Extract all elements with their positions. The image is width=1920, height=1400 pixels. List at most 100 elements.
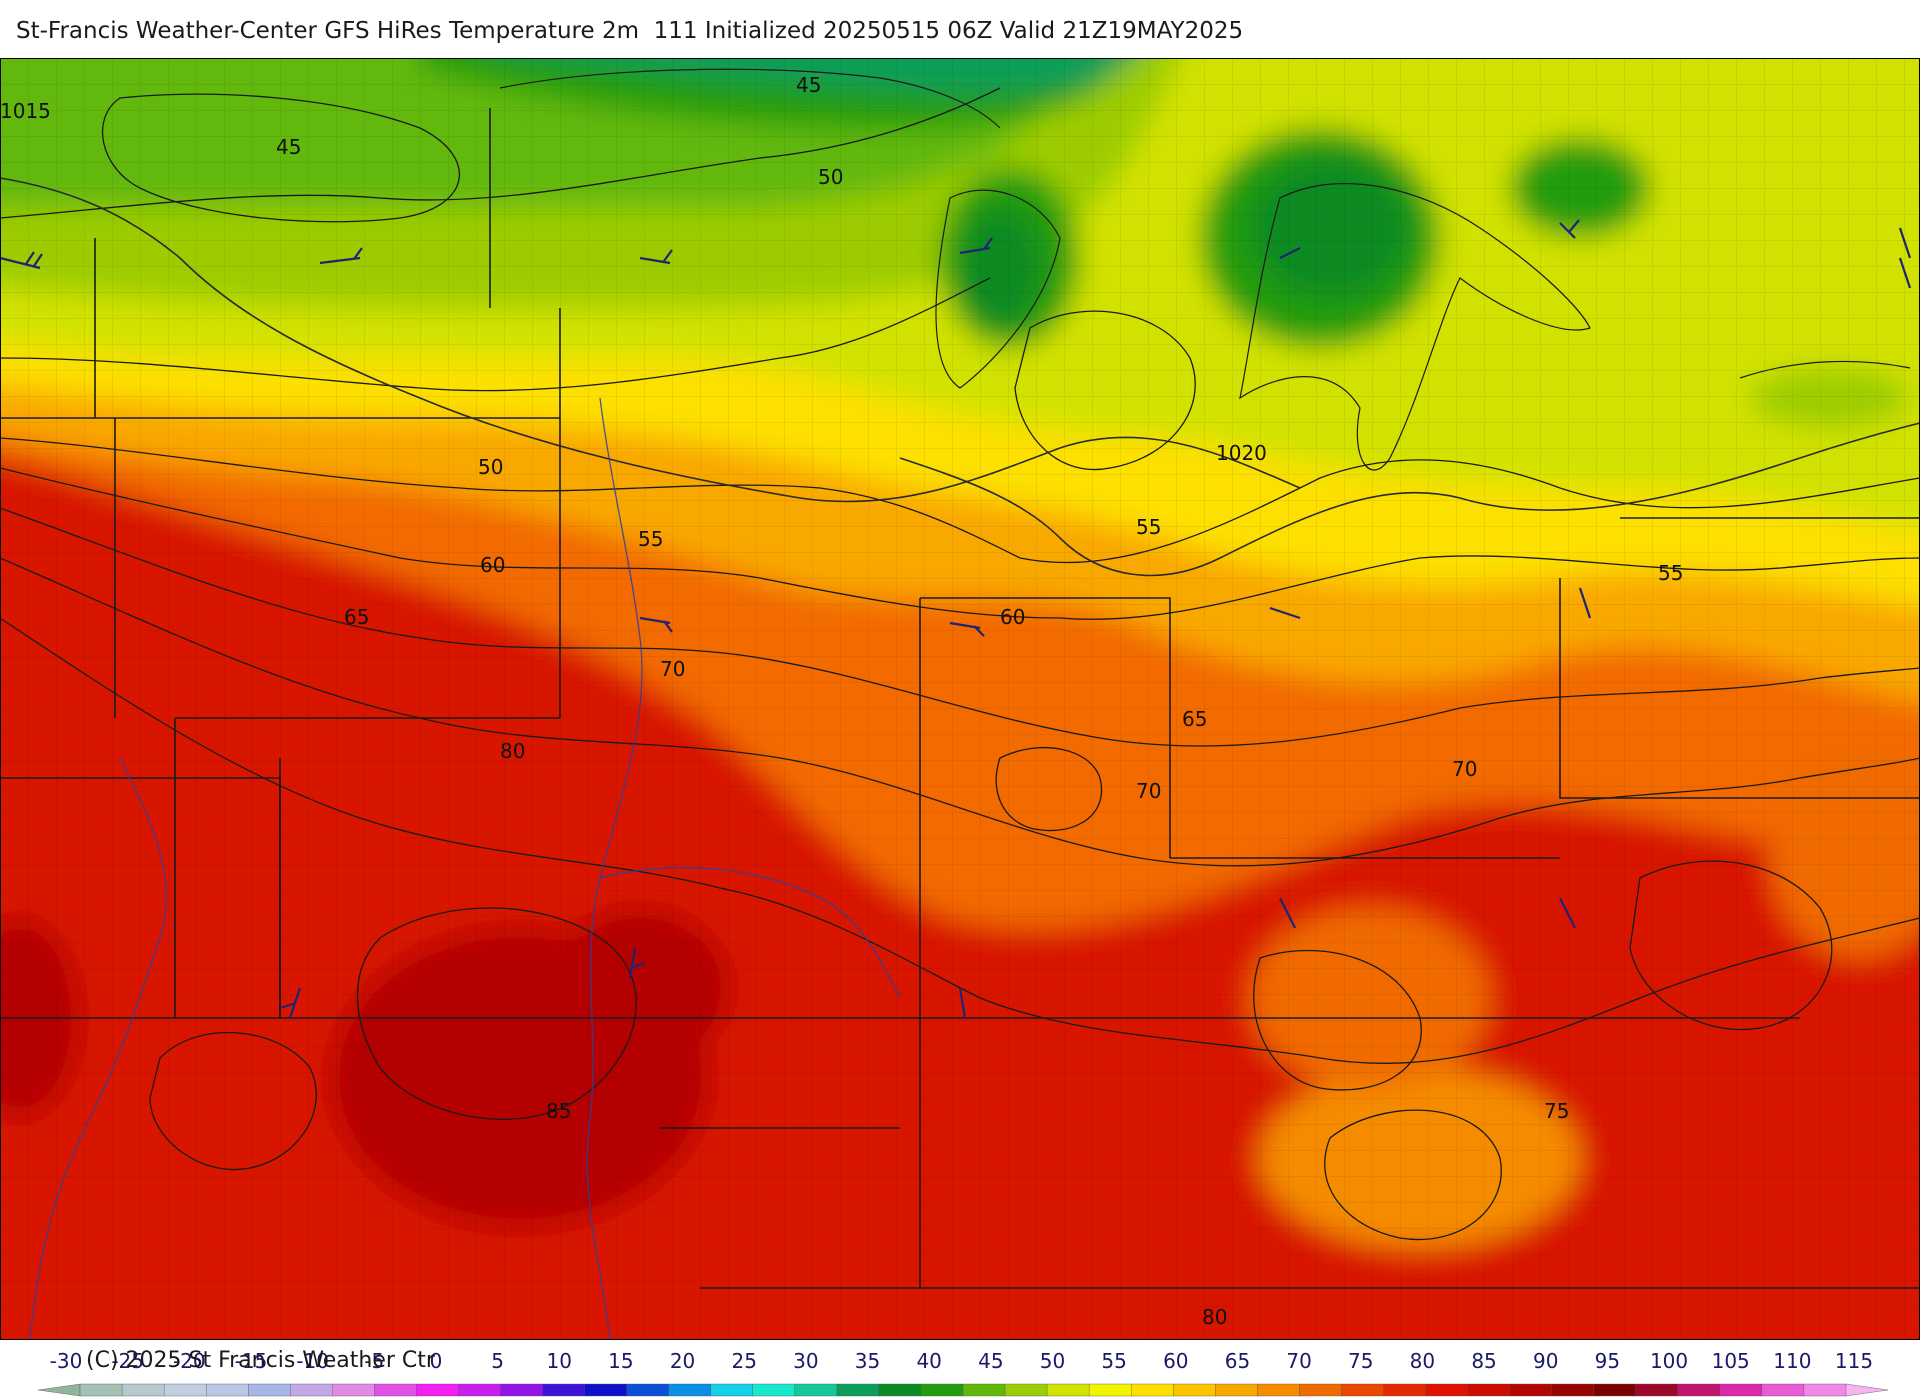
colorbar-swatch-16: [710, 1383, 754, 1397]
colorbar-swatch-20: [878, 1383, 922, 1397]
lbl-1015: 1015: [0, 99, 51, 123]
colorbar-tick-14: 40: [916, 1349, 941, 1373]
colorbar-swatch-29: [1257, 1383, 1301, 1397]
colorbar-tick-28: 110: [1773, 1349, 1811, 1373]
colorbar-tick-16: 50: [1040, 1349, 1065, 1373]
map-title: St-Francis Weather-Center GFS HiRes Temp…: [16, 18, 1244, 44]
colorbar-swatch-1: [79, 1383, 123, 1397]
lbl-45-west: 45: [276, 135, 301, 159]
colorbar-swatch-42: [1803, 1383, 1847, 1397]
lbl-60-west: 60: [480, 553, 505, 577]
colorbar-tick-24: 90: [1533, 1349, 1558, 1373]
colorbar-swatch-43: [1845, 1383, 1889, 1397]
colorbar-swatch-40: [1719, 1383, 1763, 1397]
colorbar-swatch-24: [1046, 1383, 1090, 1397]
colorbar-tick-7: 5: [491, 1349, 504, 1373]
temperature-colorbar: -30 -25 -20 -15 -10 -5 0 5 10 15 20 25 30 35 40 45 50 55 6…: [37, 1349, 1889, 1397]
colorbar-swatch-11: [500, 1383, 544, 1397]
colorbar-tick-0: -30: [50, 1349, 83, 1373]
colorbar-tick-23: 85: [1471, 1349, 1496, 1373]
colorbar-tick-25: 95: [1595, 1349, 1620, 1373]
colorbar-swatch-30: [1299, 1383, 1343, 1397]
colorbar-swatch-32: [1383, 1383, 1427, 1397]
colorbar-tick-11: 25: [731, 1349, 756, 1373]
colorbar-swatch-27: [1173, 1383, 1216, 1397]
colorbar-tick-19: 65: [1225, 1349, 1250, 1373]
colorbar-swatches: [37, 1383, 1889, 1397]
colorbar-swatch-18: [794, 1383, 838, 1397]
contour-labels: 45 1015 45 50 50 1020 55 55 55 60 60 65 …: [0, 73, 1683, 1329]
lbl-85-southwest: 85: [546, 1099, 571, 1123]
temperature-map: 45 1015 45 50 50 1020 55 55 55 60 60 65 …: [0, 58, 1920, 1340]
colorbar-swatch-8: [374, 1383, 418, 1397]
colorbar-swatch-15: [668, 1383, 712, 1397]
colorbar-tick-5: -5: [364, 1349, 384, 1373]
colorbar-tick-20: 70: [1286, 1349, 1311, 1373]
lbl-50-plains: 50: [478, 455, 503, 479]
colorbar-swatch-34: [1467, 1383, 1511, 1397]
colorbar-tick-8: 10: [547, 1349, 572, 1373]
colorbar-swatch-39: [1677, 1383, 1721, 1397]
colorbar-swatch-5: [248, 1383, 291, 1397]
lbl-70-central: 70: [1136, 779, 1161, 803]
colorbar-swatch-41: [1761, 1383, 1805, 1397]
lbl-55-central: 55: [1136, 515, 1161, 539]
colorbar-swatch-37: [1593, 1383, 1637, 1397]
lbl-55-east: 55: [1658, 561, 1683, 585]
lbl-80-south: 80: [1202, 1305, 1227, 1329]
colorbar-swatch-28: [1215, 1383, 1259, 1397]
isobar-contours: [0, 177, 1920, 577]
copyright-text: (C) 2025 St Francis Weather Ctr: [86, 1348, 435, 1373]
colorbar-tick-2: -20: [173, 1349, 206, 1373]
colorbar-tick-13: 35: [855, 1349, 880, 1373]
colorbar-swatch-31: [1341, 1383, 1385, 1397]
wind-barbs: [0, 219, 1912, 1019]
colorbar-swatch-6: [290, 1383, 334, 1397]
lbl-65-west: 65: [344, 605, 369, 629]
colorbar-tick-9: 15: [608, 1349, 633, 1373]
colorbar-swatch-19: [836, 1383, 880, 1397]
lbl-80-plains: 80: [500, 739, 525, 763]
colorbar-swatch-10: [458, 1383, 502, 1397]
great-lakes-outlines: [499, 68, 1911, 471]
colorbar-tick-17: 55: [1101, 1349, 1126, 1373]
colorbar-swatch-25: [1088, 1383, 1132, 1397]
colorbar-tick-22: 80: [1410, 1349, 1435, 1373]
lbl-75-southeast: 75: [1544, 1099, 1569, 1123]
colorbar-swatch-21: [920, 1383, 964, 1397]
colorbar-tick-6: 0: [430, 1349, 443, 1373]
colorbar-swatch-4: [205, 1383, 249, 1397]
colorbar-swatch-12: [542, 1383, 586, 1397]
lbl-60-central: 60: [1000, 605, 1025, 629]
lbl-50-lakes: 50: [818, 165, 843, 189]
lbl-45-north: 45: [796, 73, 821, 97]
colorbar-tick-29: 115: [1835, 1349, 1873, 1373]
colorbar-swatch-38: [1635, 1383, 1679, 1397]
colorbar-swatch-33: [1425, 1383, 1469, 1397]
colorbar-swatch-22: [962, 1383, 1006, 1397]
colorbar-tick-15: 45: [978, 1349, 1003, 1373]
colorbar-swatch-9: [416, 1383, 460, 1397]
colorbar-tick-26: 100: [1650, 1349, 1688, 1373]
lbl-1020: 1020: [1216, 441, 1267, 465]
colorbar-swatch-26: [1130, 1383, 1174, 1397]
isotherm-contours: [0, 87, 1920, 1241]
rivers: [29, 397, 901, 1340]
colorbar-swatch-35: [1509, 1383, 1553, 1397]
colorbar-swatch-36: [1551, 1383, 1595, 1397]
colorbar-tick-12: 30: [793, 1349, 818, 1373]
colorbar-tick-4: -10: [296, 1349, 329, 1373]
colorbar-tick-21: 75: [1348, 1349, 1373, 1373]
colorbar-tick-3: -15: [235, 1349, 268, 1373]
colorbar-swatch-23: [1004, 1383, 1048, 1397]
lbl-70-west: 70: [660, 657, 685, 681]
colorbar-swatch-14: [626, 1383, 670, 1397]
state-borders: [0, 108, 1920, 1289]
colorbar-swatch-13: [584, 1383, 628, 1397]
lbl-65-central: 65: [1182, 707, 1207, 731]
colorbar-swatch-2: [121, 1383, 165, 1397]
colorbar-tick-labels: -30 -25 -20 -15 -10 -5 0 5 10 15 20 25 30 35 40 45 50 55 6…: [50, 1349, 1873, 1373]
colorbar-tick-10: 20: [670, 1349, 695, 1373]
lbl-55-ohio: 55: [638, 527, 663, 551]
colorbar-swatch-3: [163, 1383, 207, 1397]
